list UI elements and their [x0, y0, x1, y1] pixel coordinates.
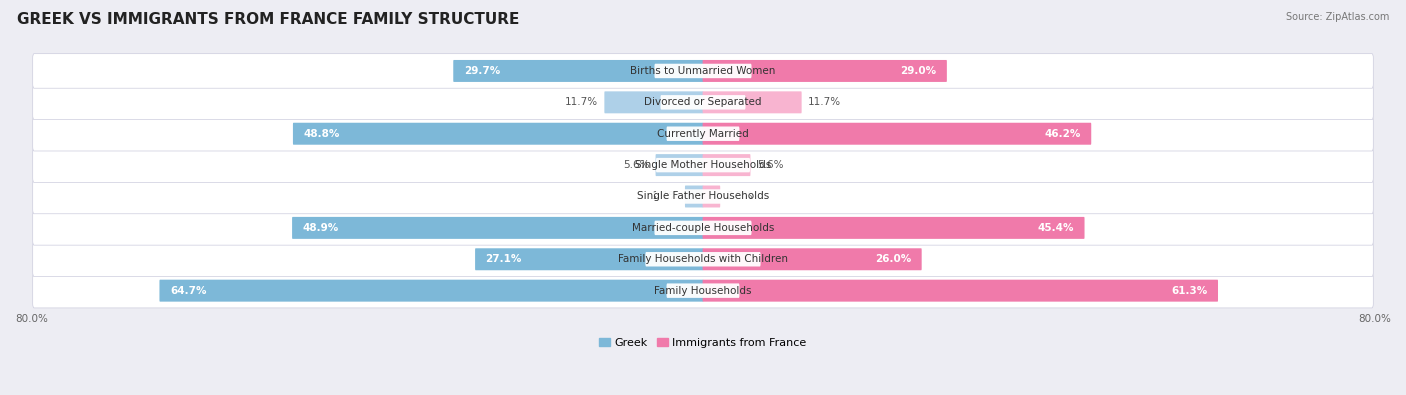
Legend: Greek, Immigrants from France: Greek, Immigrants from France: [595, 333, 811, 352]
Text: 48.9%: 48.9%: [302, 223, 339, 233]
Text: Family Households with Children: Family Households with Children: [619, 254, 787, 264]
FancyBboxPatch shape: [654, 221, 752, 235]
Text: Currently Married: Currently Married: [657, 129, 749, 139]
FancyBboxPatch shape: [32, 117, 1374, 151]
FancyBboxPatch shape: [685, 186, 703, 207]
FancyBboxPatch shape: [666, 126, 740, 141]
FancyBboxPatch shape: [32, 54, 1374, 88]
Text: 11.7%: 11.7%: [808, 97, 841, 107]
FancyBboxPatch shape: [655, 154, 703, 176]
FancyBboxPatch shape: [703, 186, 720, 207]
Text: 64.7%: 64.7%: [170, 286, 207, 295]
Text: Married-couple Households: Married-couple Households: [631, 223, 775, 233]
Text: 2.0%: 2.0%: [727, 192, 752, 201]
FancyBboxPatch shape: [703, 154, 751, 176]
Text: 46.2%: 46.2%: [1045, 129, 1081, 139]
Text: 61.3%: 61.3%: [1171, 286, 1208, 295]
FancyBboxPatch shape: [475, 248, 703, 270]
FancyBboxPatch shape: [703, 60, 946, 82]
Text: 45.4%: 45.4%: [1038, 223, 1074, 233]
FancyBboxPatch shape: [654, 64, 752, 78]
FancyBboxPatch shape: [292, 123, 703, 145]
FancyBboxPatch shape: [661, 95, 745, 109]
FancyBboxPatch shape: [32, 242, 1374, 276]
Text: Family Households: Family Households: [654, 286, 752, 295]
Text: Single Mother Households: Single Mother Households: [636, 160, 770, 170]
FancyBboxPatch shape: [32, 85, 1374, 120]
FancyBboxPatch shape: [703, 248, 922, 270]
Text: GREEK VS IMMIGRANTS FROM FRANCE FAMILY STRUCTURE: GREEK VS IMMIGRANTS FROM FRANCE FAMILY S…: [17, 12, 519, 27]
FancyBboxPatch shape: [703, 91, 801, 113]
FancyBboxPatch shape: [666, 284, 740, 298]
Text: 5.6%: 5.6%: [756, 160, 783, 170]
FancyBboxPatch shape: [453, 60, 703, 82]
Text: 29.0%: 29.0%: [900, 66, 936, 76]
Text: 2.1%: 2.1%: [652, 192, 679, 201]
FancyBboxPatch shape: [292, 217, 703, 239]
FancyBboxPatch shape: [657, 189, 749, 204]
FancyBboxPatch shape: [703, 280, 1218, 302]
FancyBboxPatch shape: [32, 179, 1374, 214]
Text: Births to Unmarried Women: Births to Unmarried Women: [630, 66, 776, 76]
Text: Divorced or Separated: Divorced or Separated: [644, 97, 762, 107]
Text: 11.7%: 11.7%: [565, 97, 598, 107]
Text: 26.0%: 26.0%: [875, 254, 911, 264]
Text: 48.8%: 48.8%: [304, 129, 340, 139]
FancyBboxPatch shape: [32, 211, 1374, 245]
Text: 29.7%: 29.7%: [464, 66, 501, 76]
FancyBboxPatch shape: [703, 217, 1084, 239]
FancyBboxPatch shape: [32, 148, 1374, 182]
FancyBboxPatch shape: [605, 91, 703, 113]
FancyBboxPatch shape: [32, 273, 1374, 308]
Text: Single Father Households: Single Father Households: [637, 192, 769, 201]
FancyBboxPatch shape: [645, 252, 761, 267]
Text: 27.1%: 27.1%: [485, 254, 522, 264]
FancyBboxPatch shape: [159, 280, 703, 302]
Text: 5.6%: 5.6%: [623, 160, 650, 170]
FancyBboxPatch shape: [703, 123, 1091, 145]
FancyBboxPatch shape: [657, 158, 749, 172]
Text: Source: ZipAtlas.com: Source: ZipAtlas.com: [1285, 12, 1389, 22]
